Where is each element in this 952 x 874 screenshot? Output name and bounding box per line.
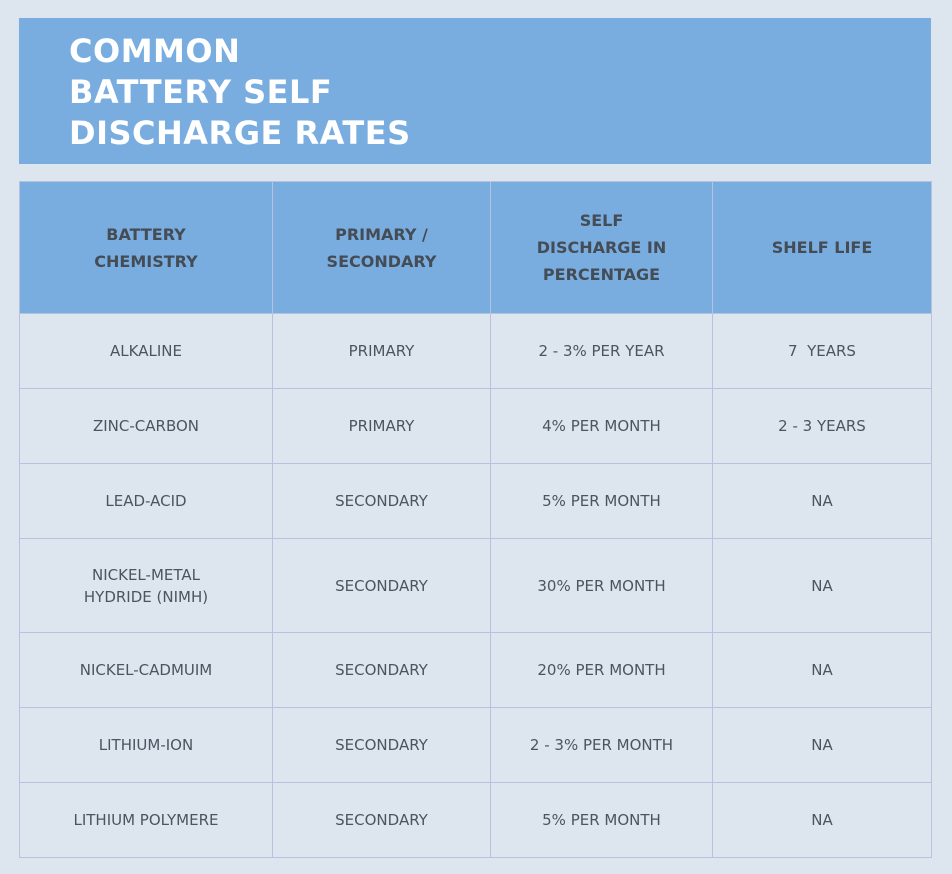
cell-text: SECONDARY [335,661,428,679]
cell-type: SECONDARY [272,463,491,539]
header-line: SECONDARY [326,251,437,271]
cell-text: SECONDARY [335,811,428,829]
cell-discharge: 30% PER MONTH [490,538,713,633]
cell-text: NA [811,811,833,829]
cell-text: 30% PER MONTH [537,576,666,595]
cell-discharge: 5% PER MONTH [490,782,713,858]
cell-type: SECONDARY [272,538,491,633]
header-line: SELF [579,211,624,230]
title-line: BATTERY SELF [69,73,333,111]
cell-shelf-life: NA [712,463,932,539]
cell-text: PRIMARY [348,342,415,360]
header-line: BATTERY [106,224,186,244]
title-banner: COMMON BATTERY SELF DISCHARGE RATES [19,18,931,164]
header-shelf-life: SHELF LIFE [712,181,932,314]
cell-chemistry: LITHIUM-ION [19,707,273,783]
cell-text: LITHIUM POLYMERE [73,811,219,829]
cell-text: 7 YEARS [788,342,856,360]
header-line: CHEMISTRY [94,251,198,271]
cell-chemistry: NICKEL-CADMUIM [19,632,273,708]
table-row: LITHIUM-ION SECONDARY 2 - 3% PER MONTH N… [19,707,932,783]
cell-discharge: 2 - 3% PER YEAR [490,313,713,389]
cell-text: NA [811,661,833,679]
cell-text: 20% PER MONTH [537,661,666,679]
header-self-discharge: SELF DISCHARGE IN PERCENTAGE [490,181,713,314]
cell-text: LEAD-ACID [105,492,187,510]
discharge-rates-table: BATTERY CHEMISTRY PRIMARY / SECONDARY SE… [19,181,932,858]
cell-type: SECONDARY [272,632,491,708]
cell-text: 5% PER MONTH [542,492,661,510]
cell-type: SECONDARY [272,782,491,858]
table-header-row: BATTERY CHEMISTRY PRIMARY / SECONDARY SE… [19,181,932,314]
cell-shelf-life: NA [712,538,932,633]
header-line: PRIMARY / [335,224,428,244]
cell-chemistry: NICKEL-METAL HYDRIDE (NIMH) [19,538,273,633]
table-row: LEAD-ACID SECONDARY 5% PER MONTH NA [19,463,932,539]
header-line: SHELF LIFE [771,238,873,257]
cell-text: NA [811,736,833,754]
cell-chemistry: LITHIUM POLYMERE [19,782,273,858]
cell-discharge: 4% PER MONTH [490,388,713,464]
title-line: COMMON [69,32,241,70]
cell-text: NA [811,492,833,510]
table-row: NICKEL-METAL HYDRIDE (NIMH) SECONDARY 30… [19,538,932,633]
cell-text: 2 - 3% PER YEAR [538,342,665,360]
cell-text: LITHIUM-ION [98,736,194,754]
cell-chemistry: ALKALINE [19,313,273,389]
cell-shelf-life: NA [712,782,932,858]
cell-text: PRIMARY [348,417,415,435]
title-line: DISCHARGE RATES [69,114,411,152]
cell-text: HYDRIDE (NIMH) [83,587,209,606]
cell-text: 2 - 3% PER MONTH [529,736,674,754]
cell-text: NICKEL-CADMUIM [79,661,213,679]
cell-discharge: 5% PER MONTH [490,463,713,539]
header-primary-secondary: PRIMARY / SECONDARY [272,181,491,314]
table-row: ZINC-CARBON PRIMARY 4% PER MONTH 2 - 3 Y… [19,388,932,464]
cell-shelf-life: NA [712,632,932,708]
cell-discharge: 2 - 3% PER MONTH [490,707,713,783]
table-row: NICKEL-CADMUIM SECONDARY 20% PER MONTH N… [19,632,932,708]
table-row: ALKALINE PRIMARY 2 - 3% PER YEAR 7 YEARS [19,313,932,389]
cell-text: 4% PER MONTH [542,417,661,435]
cell-text: SECONDARY [335,492,428,510]
cell-type: PRIMARY [272,388,491,464]
cell-chemistry: ZINC-CARBON [19,388,273,464]
cell-type: SECONDARY [272,707,491,783]
cell-text: NA [811,576,833,595]
cell-text: 5% PER MONTH [542,811,661,829]
cell-text: ZINC-CARBON [92,417,200,435]
header-line: DISCHARGE IN [536,238,667,257]
cell-text: SECONDARY [335,736,428,754]
cell-shelf-life: 7 YEARS [712,313,932,389]
cell-chemistry: LEAD-ACID [19,463,273,539]
cell-text: NICKEL-METAL [92,565,200,584]
table-row: LITHIUM POLYMERE SECONDARY 5% PER MONTH … [19,782,932,858]
header-line: PERCENTAGE [542,265,661,284]
cell-text: SECONDARY [335,576,428,595]
cell-discharge: 20% PER MONTH [490,632,713,708]
cell-shelf-life: 2 - 3 YEARS [712,388,932,464]
cell-shelf-life: NA [712,707,932,783]
header-battery-chemistry: BATTERY CHEMISTRY [19,181,273,314]
cell-text: 2 - 3 YEARS [778,417,866,435]
cell-text: ALKALINE [110,342,182,360]
cell-type: PRIMARY [272,313,491,389]
